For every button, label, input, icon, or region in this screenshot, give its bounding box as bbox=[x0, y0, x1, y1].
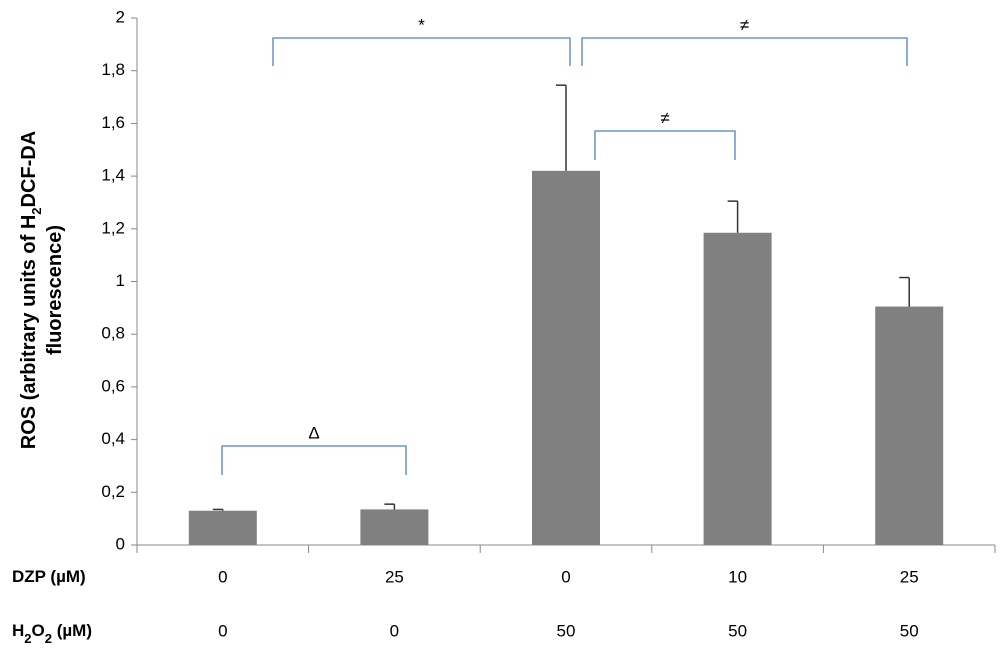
bar bbox=[703, 232, 772, 545]
text-part: fluorescence) bbox=[44, 225, 66, 355]
bracket bbox=[272, 37, 571, 66]
text-part: DCF-DA bbox=[18, 131, 40, 208]
annotation: ≠ bbox=[740, 15, 749, 34]
y-tick-label: 0,8 bbox=[101, 324, 125, 343]
bracket bbox=[581, 37, 908, 66]
x-tick-label: 50 bbox=[557, 621, 576, 640]
row-label: DZP (µM) bbox=[12, 567, 86, 586]
x-tick-label: 50 bbox=[728, 621, 747, 640]
text-part: O bbox=[32, 621, 45, 640]
x-tick-label: 0 bbox=[218, 567, 227, 586]
y-axis-label: ROS (arbitrary units of H2DCF-DA bbox=[18, 131, 44, 449]
y-tick-label: 1,6 bbox=[101, 113, 125, 132]
text-part: (µM) bbox=[52, 621, 92, 640]
y-tick-label: 1 bbox=[116, 271, 125, 290]
bar bbox=[532, 170, 600, 545]
bracket bbox=[594, 130, 736, 160]
y-axis-label: fluorescence) bbox=[44, 225, 66, 355]
text-part: 2 bbox=[29, 207, 44, 214]
x-tick-label: 25 bbox=[385, 567, 404, 586]
x-tick-label: 10 bbox=[728, 567, 747, 586]
bar bbox=[360, 509, 429, 545]
y-tick-label: 0,2 bbox=[101, 482, 125, 501]
y-tick-label: 0,4 bbox=[101, 429, 125, 448]
bracket bbox=[221, 445, 407, 475]
x-tick-label: 0 bbox=[561, 567, 570, 586]
x-tick-label: 25 bbox=[900, 567, 919, 586]
annotation: ≠ bbox=[660, 108, 669, 127]
x-tick-label: 0 bbox=[218, 621, 227, 640]
y-tick-label: 1,8 bbox=[101, 60, 125, 79]
text-part: ROS (arbitrary units of H bbox=[18, 215, 40, 449]
y-tick-label: 0,6 bbox=[101, 376, 125, 395]
text-part: DZP (µM) bbox=[12, 567, 86, 586]
annotation: Δ bbox=[308, 423, 319, 442]
row-label: H2O2 (µM) bbox=[12, 621, 92, 645]
x-tick-label: 50 bbox=[900, 621, 919, 640]
bar bbox=[188, 510, 257, 545]
annotation: * bbox=[418, 15, 425, 34]
x-tick-label: 0 bbox=[390, 621, 399, 640]
y-tick-label: 0 bbox=[116, 534, 125, 553]
text-part: H bbox=[12, 621, 24, 640]
y-tick-label: 2 bbox=[116, 7, 125, 26]
text-part: 2 bbox=[45, 631, 52, 646]
y-tick-label: 1,4 bbox=[101, 166, 125, 185]
y-tick-label: 1,2 bbox=[101, 218, 125, 237]
bar bbox=[875, 306, 944, 545]
text-part: 2 bbox=[24, 631, 31, 646]
